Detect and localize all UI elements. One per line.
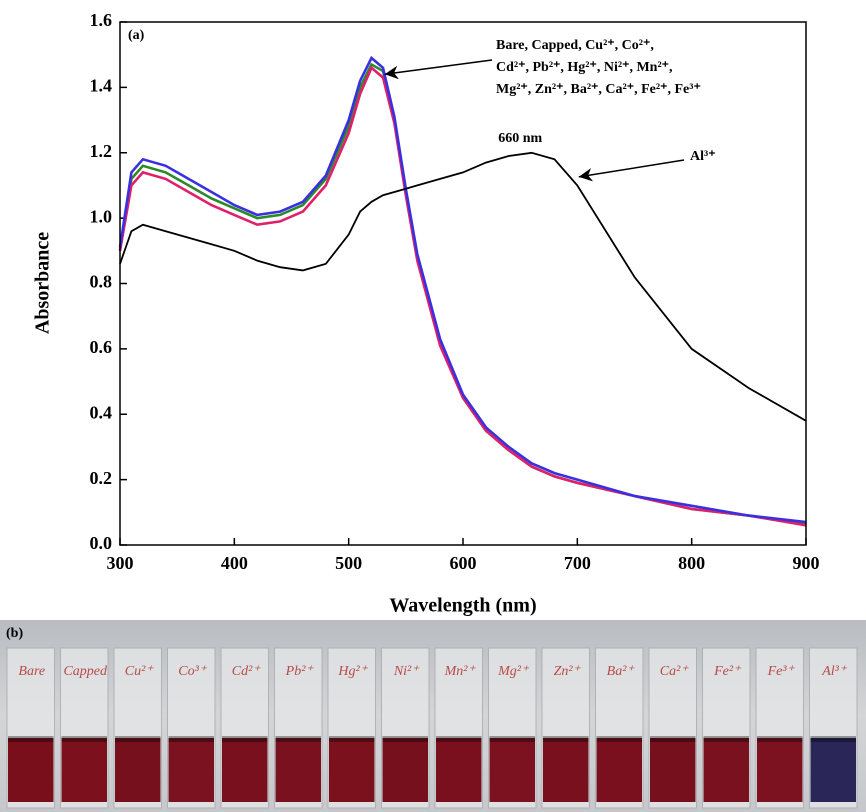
y-tick-label: 1.6 xyxy=(90,10,113,30)
group-label: Mg²⁺, Zn²⁺, Ba²⁺, Ca²⁺, Fe²⁺, Fe³⁺ xyxy=(496,82,701,97)
group-label: Bare, Capped, Cu²⁺, Co²⁺, xyxy=(496,38,654,53)
vial-label: Ca²⁺ xyxy=(660,664,690,679)
meniscus xyxy=(757,736,803,742)
spectrum-line xyxy=(118,65,807,527)
vial-solution xyxy=(168,738,214,802)
meniscus xyxy=(703,736,749,742)
meniscus xyxy=(275,736,321,742)
meniscus xyxy=(543,736,589,742)
y-tick-label: 0.8 xyxy=(90,272,113,292)
vial-label: Mn²⁺ xyxy=(444,664,477,679)
plot-frame xyxy=(119,21,807,546)
meniscus xyxy=(489,736,535,742)
x-tick-label: 600 xyxy=(450,553,477,573)
y-tick-label: 0.0 xyxy=(90,533,113,553)
vial-label: Co³⁺ xyxy=(178,664,208,679)
vial-label: Zn²⁺ xyxy=(554,664,582,679)
x-axis-title: Wavelength (nm) xyxy=(389,595,536,617)
al-label: Al³⁺ xyxy=(690,149,716,164)
vial-label: Cd²⁺ xyxy=(232,664,262,679)
vial-solution xyxy=(275,738,321,802)
y-tick-label: 0.2 xyxy=(90,468,113,488)
meniscus xyxy=(115,736,161,742)
meniscus xyxy=(382,736,428,742)
meniscus xyxy=(8,736,54,742)
x-tick-label: 800 xyxy=(678,553,705,573)
panel-label: (a) xyxy=(128,28,145,43)
vial-solution xyxy=(650,738,696,802)
vial-solution xyxy=(489,738,535,802)
y-tick-label: 1.0 xyxy=(90,206,113,226)
vial-solution xyxy=(543,738,589,802)
y-tick-label: 0.4 xyxy=(90,402,113,422)
y-tick-label: 1.4 xyxy=(90,76,113,96)
vial-label: Fe³⁺ xyxy=(767,664,796,679)
vial-label: Cu²⁺ xyxy=(125,664,155,679)
spectrum-line xyxy=(118,62,807,526)
vial-label: Ni²⁺ xyxy=(393,664,420,679)
x-tick-label: 700 xyxy=(564,553,591,573)
meniscus xyxy=(436,736,482,742)
vial-solution xyxy=(382,738,428,802)
vial-solution xyxy=(61,738,107,802)
vial-label: Mg²⁺ xyxy=(497,664,530,679)
peak-label: 660 nm xyxy=(498,131,542,146)
vial-label: Hg²⁺ xyxy=(337,664,368,679)
y-tick-label: 0.6 xyxy=(90,337,113,357)
x-tick-label: 400 xyxy=(221,553,248,573)
meniscus xyxy=(61,736,107,742)
vial-solution xyxy=(329,738,375,802)
vial-label: Bare xyxy=(18,664,45,679)
spectrum-line xyxy=(118,55,807,524)
spectrum-line xyxy=(119,151,807,422)
arrow xyxy=(384,59,493,80)
panel-label: (b) xyxy=(6,626,23,641)
meniscus xyxy=(168,736,214,742)
y-tick-label: 1.2 xyxy=(90,141,113,161)
vial-label: Fe²⁺ xyxy=(713,664,742,679)
meniscus xyxy=(650,736,696,742)
vial-solution xyxy=(222,738,268,802)
vial-label: Ba²⁺ xyxy=(607,664,636,679)
vial-solution xyxy=(703,738,749,802)
x-tick-label: 900 xyxy=(793,553,820,573)
vial-solution xyxy=(8,738,54,802)
meniscus xyxy=(596,736,642,742)
group-label: Cd²⁺, Pb²⁺, Hg²⁺, Ni²⁺, Mn²⁺, xyxy=(496,60,673,75)
vial-solution xyxy=(596,738,642,802)
vial-solution xyxy=(436,738,482,802)
x-tick-label: 500 xyxy=(335,553,362,573)
vial-solution xyxy=(757,738,803,802)
meniscus xyxy=(222,736,268,742)
x-tick-label: 300 xyxy=(107,553,134,573)
vial-label: Pb²⁺ xyxy=(285,664,315,679)
vial-label: Al³⁺ xyxy=(821,664,848,679)
arrow xyxy=(578,159,685,182)
vial-solution xyxy=(810,738,856,802)
y-axis-title: Absorbance xyxy=(32,232,54,334)
meniscus xyxy=(329,736,375,742)
meniscus xyxy=(810,736,856,742)
vial-label: Capped xyxy=(63,664,108,679)
vial-solution xyxy=(115,738,161,802)
